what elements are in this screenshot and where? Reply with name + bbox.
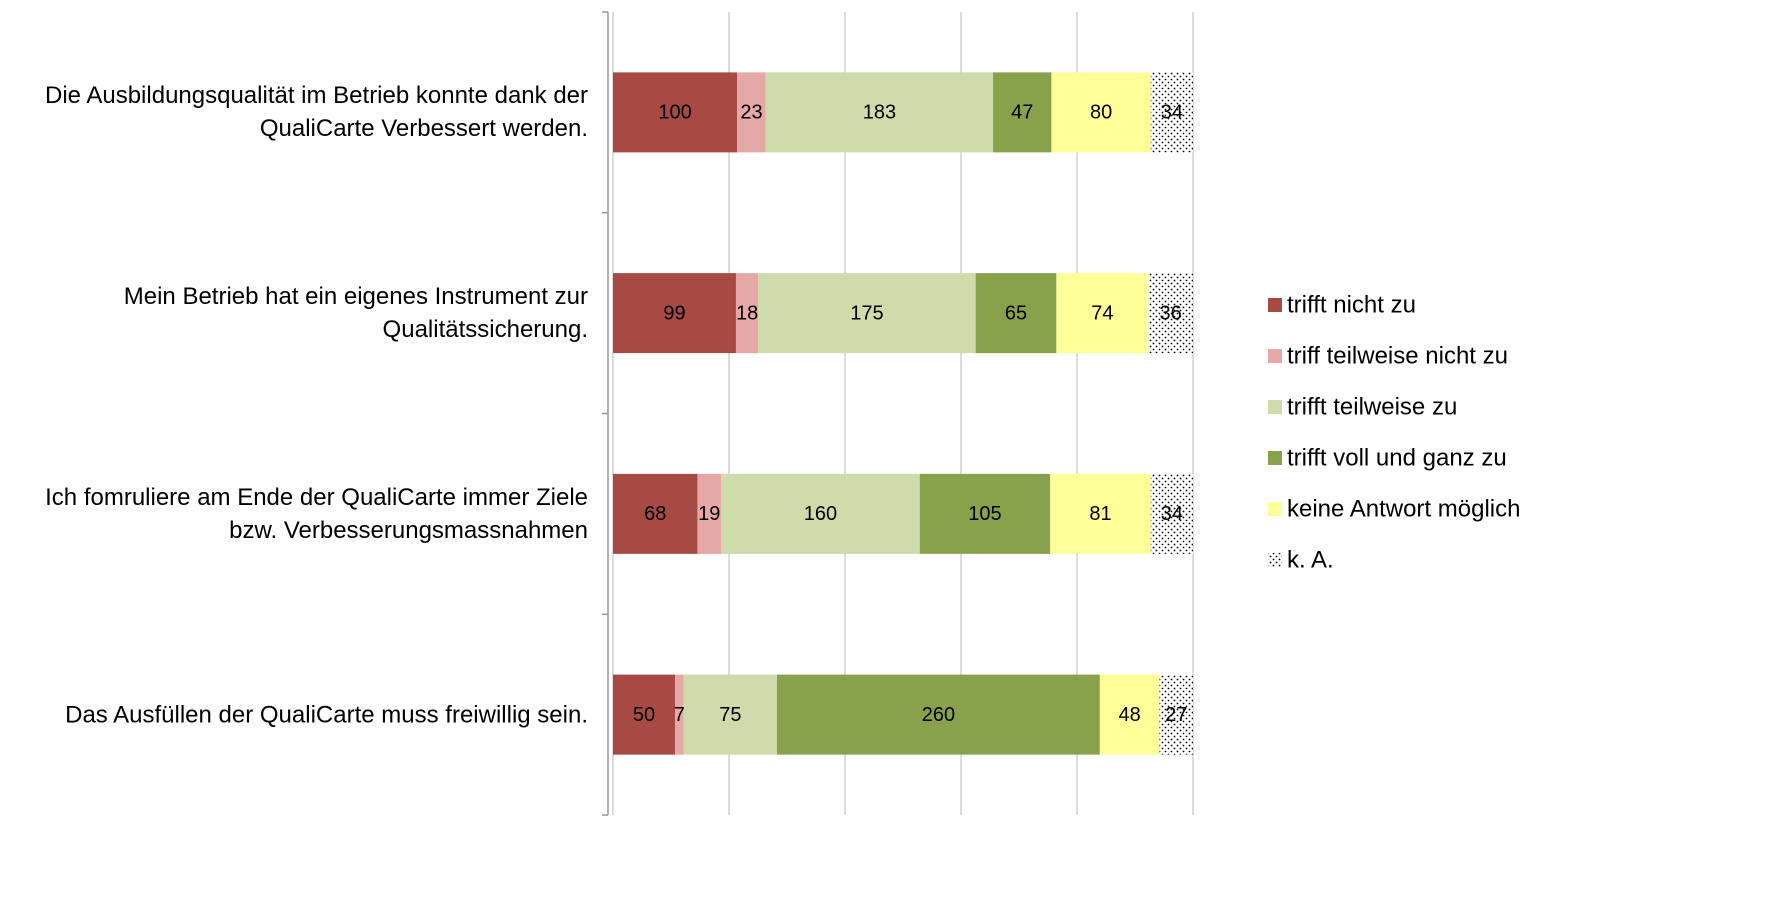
bar-segment [975,273,1057,354]
bar-segment [1148,273,1193,354]
data-label: 47 [1011,102,1033,124]
bar-segment [1056,273,1149,354]
data-label: 7 [674,704,685,726]
bar-segment [919,473,1051,554]
data-label: 34 [1161,102,1183,124]
data-label: 23 [740,102,762,124]
data-label: 36 [1160,302,1182,324]
bar-segment [613,473,698,554]
legend-label: k. A. [1287,546,1334,573]
data-label: 175 [850,302,883,324]
data-label: 81 [1089,503,1111,525]
legend-swatch [1268,553,1282,567]
data-label: 19 [698,503,720,525]
data-label: 100 [658,102,691,124]
data-label: 48 [1119,704,1141,726]
data-label: 18 [736,302,758,324]
bar-segment [683,674,777,755]
bar-segment [721,473,920,554]
category-label: Mein Betrieb hat ein eigenes Instrument … [123,283,588,344]
bar-segment [993,72,1052,153]
data-label: 260 [922,704,955,726]
bar-segment [613,273,736,354]
data-label: 68 [644,503,666,525]
data-label: 160 [804,503,837,525]
bar-segment [1150,72,1193,153]
bar-segment [758,273,976,354]
bar-segment [613,72,738,153]
bar-segment [776,674,1100,755]
data-label: 27 [1165,704,1187,726]
category-label: Die Ausbildungsqualität im Betrieb konnt… [45,82,588,143]
legend-label: trifft teilweise zu [1287,393,1457,420]
legend-label: trifft voll und ganz zu [1287,444,1507,471]
legend-label: triff teilweise nicht zu [1287,342,1508,369]
bar-segment [1159,674,1193,755]
data-label: 183 [863,102,896,124]
legend-label: trifft nicht zu [1287,291,1416,318]
legend-swatch [1268,400,1282,414]
bar-segment [1050,473,1151,554]
legend-swatch [1268,502,1282,516]
bar-segment [1051,72,1151,153]
bar-segment [737,72,766,153]
bar-segment [1099,674,1160,755]
data-label: 75 [719,704,741,726]
data-label: 80 [1090,102,1112,124]
legend-swatch [1268,349,1282,363]
bar-segment [1150,473,1193,554]
data-label: 65 [1005,302,1027,324]
data-label: 34 [1161,503,1183,525]
legend-swatch [1268,298,1282,312]
data-label: 99 [663,302,685,324]
bar-segment [613,674,676,755]
bar-segment [735,273,759,354]
bar-segment [675,674,684,755]
data-label: 105 [968,503,1001,525]
legend-swatch [1268,451,1282,465]
bar-segment [765,72,994,153]
data-label: 74 [1091,302,1113,324]
data-label: 50 [633,704,655,726]
legend-label: keine Antwort möglich [1287,495,1520,522]
category-label: Das Ausfüllen der QualiCarte muss freiwi… [65,701,588,729]
bar-segment [697,473,722,554]
category-label: Ich fomruliere am Ende der QualiCarte im… [45,483,588,544]
